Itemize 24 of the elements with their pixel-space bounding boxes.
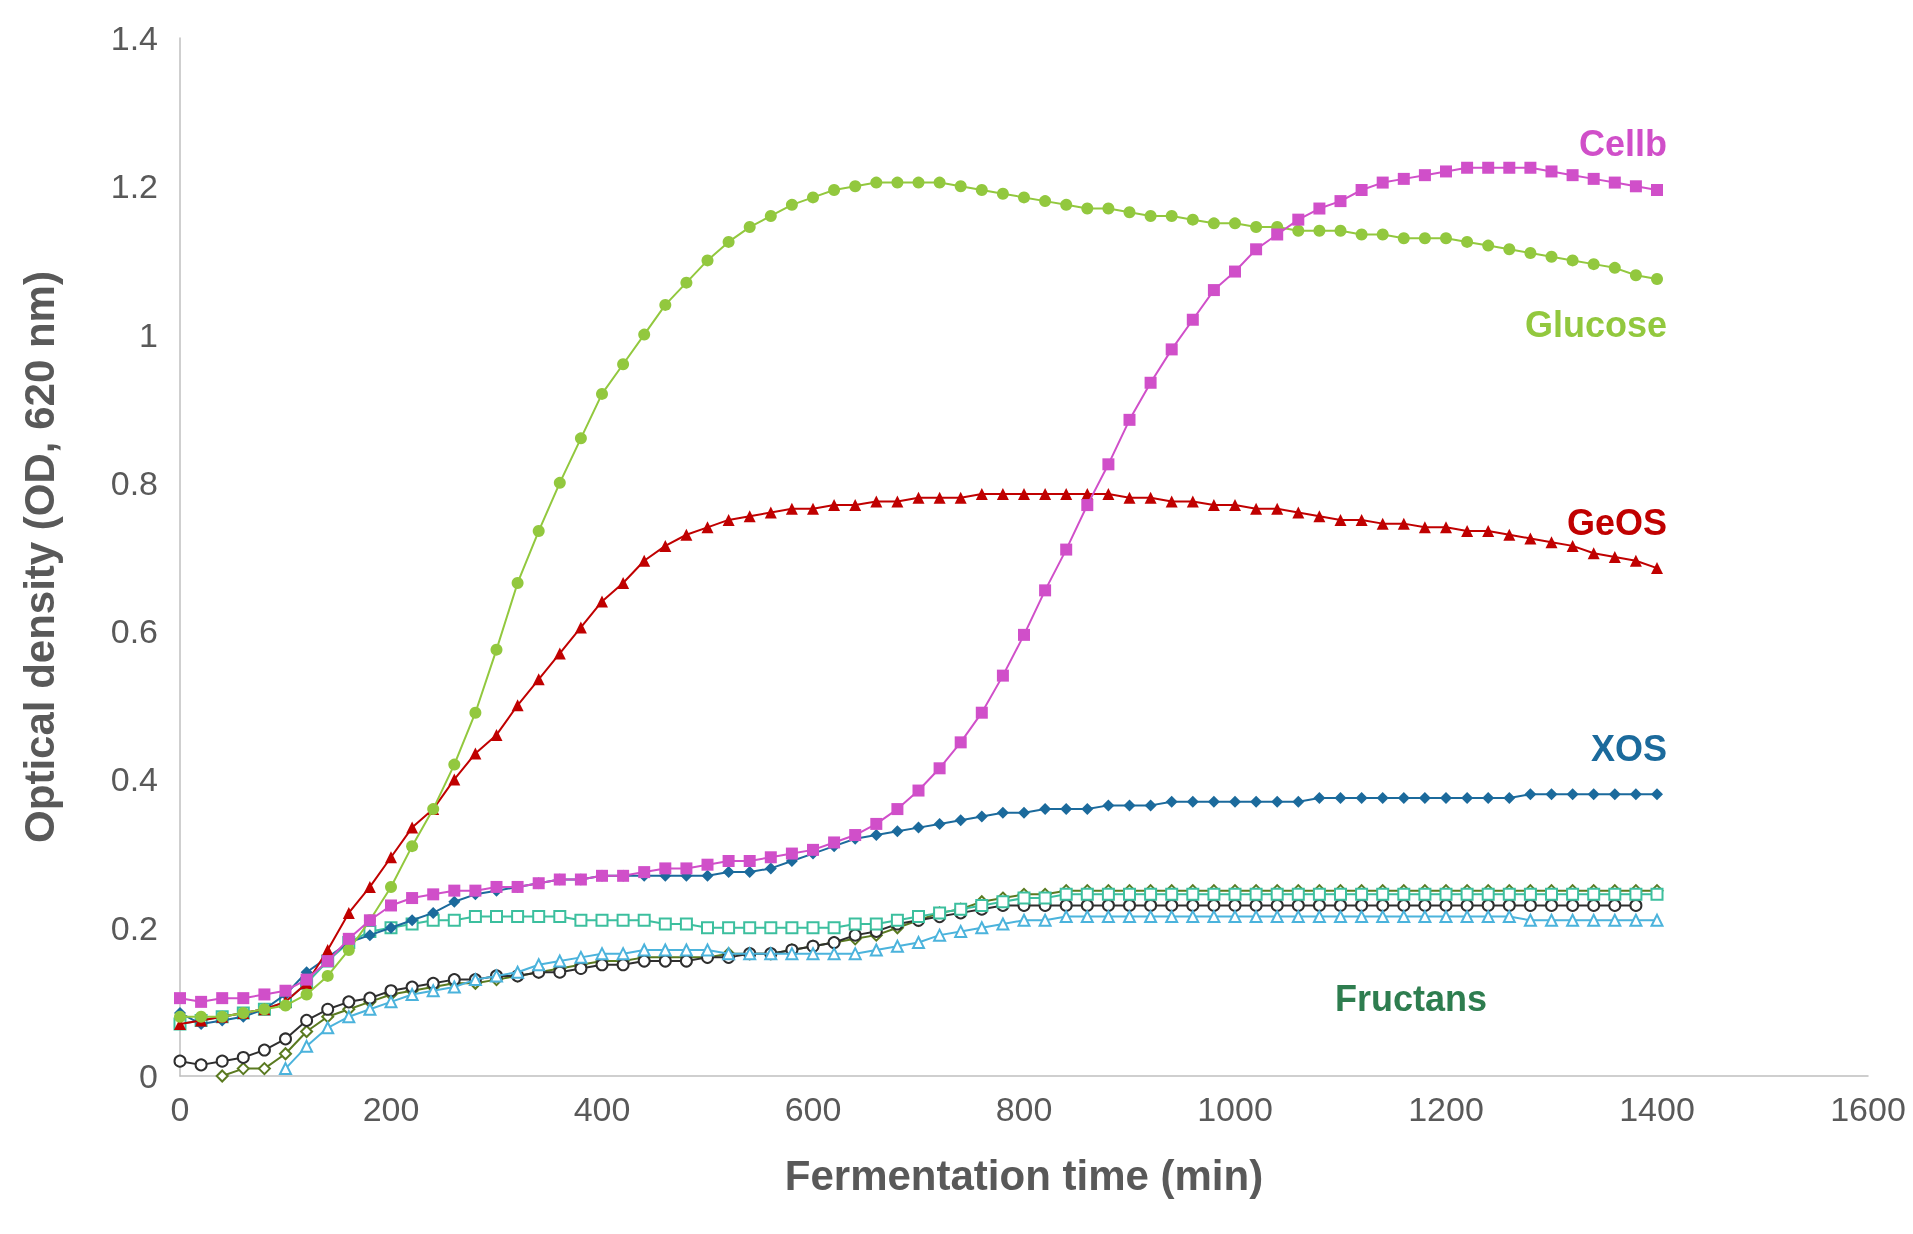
series-label: GeOS [1566, 501, 1667, 543]
series-label: Glucose [1524, 304, 1667, 346]
y-tick-label: 1 [139, 315, 158, 354]
y-tick-label: 0.8 [110, 463, 158, 502]
x-tick-label: 1600 [1830, 1090, 1906, 1128]
x-tick-label: 1000 [1197, 1090, 1273, 1128]
x-tick-label: 1200 [1408, 1090, 1484, 1128]
x-tick-label: 800 [995, 1090, 1053, 1128]
series-label: XOS [1590, 727, 1667, 769]
annotation: Fructans [1334, 977, 1488, 1019]
series-label: Cellb [1578, 123, 1667, 165]
y-axis-title: Optical density (OD, 620 nm) [15, 271, 63, 843]
x-tick-label: 0 [170, 1090, 190, 1128]
x-tick-label: 1400 [1619, 1090, 1695, 1128]
x-tick-label: 400 [573, 1090, 631, 1128]
y-tick-label: 0.6 [110, 612, 158, 651]
y-tick-label: 1.2 [110, 167, 158, 206]
y-tick-label: 0.2 [110, 908, 158, 947]
y-tick-label: 0 [139, 1057, 158, 1095]
x-tick-label: 200 [362, 1090, 420, 1128]
y-tick-label: 0.4 [110, 760, 158, 799]
x-tick-label: 600 [784, 1090, 842, 1128]
x-axis-title: Fermentation time (min) [784, 1151, 1264, 1199]
y-tick-label: 1.4 [110, 19, 158, 57]
